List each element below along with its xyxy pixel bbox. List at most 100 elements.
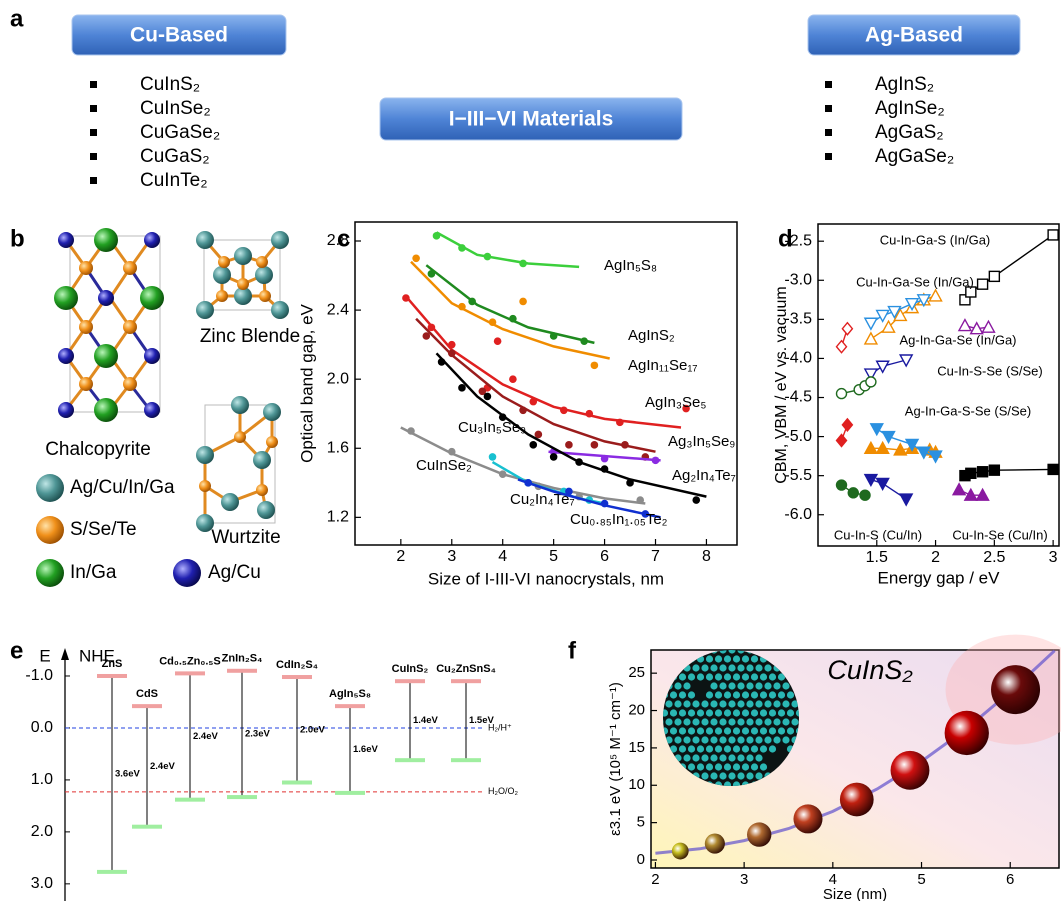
atom: [256, 484, 268, 496]
particle: [791, 718, 799, 726]
x-tick-label: 6: [600, 548, 609, 565]
gap-label: 3.6eV: [115, 768, 140, 779]
particle: [696, 709, 705, 717]
data-point: [498, 413, 507, 421]
data-point: [524, 479, 532, 487]
data-point: [493, 337, 502, 345]
series-label: Ag-In-Ga-S-Se (S/Se): [905, 403, 1031, 418]
y-tick-label: -6.0: [784, 506, 812, 523]
particle: [773, 736, 781, 744]
data-point: [951, 482, 967, 496]
particle: [714, 763, 723, 771]
particle: [782, 736, 790, 744]
cb-level: [451, 679, 481, 684]
category-title: Ag-Based: [865, 24, 963, 47]
gap-label: 2.0eV: [300, 724, 325, 735]
particle: [764, 664, 772, 672]
particle: [710, 736, 718, 744]
data-point: [965, 286, 977, 298]
particle: [683, 700, 691, 708]
particle: [791, 700, 799, 708]
panel-label: c: [337, 225, 350, 252]
data-point: [976, 278, 989, 290]
y-tick-label: 20: [628, 702, 645, 719]
data-point: [412, 254, 420, 263]
particle: [705, 655, 714, 663]
atom: [79, 320, 93, 334]
material-lists: CuInS₂ CuInSe₂ CuGaSe₂ CuGaS₂ CuInTe₂ AgInS₂ A…: [90, 74, 954, 191]
material-item: AgGaS₂: [875, 122, 944, 143]
data-point: [447, 447, 456, 456]
data-point: [509, 375, 517, 383]
x-axis-title: Energy gap / eV: [878, 568, 1001, 587]
data-point: [898, 493, 914, 507]
data-point: [407, 427, 415, 435]
particle: [674, 682, 682, 690]
particle: [674, 736, 682, 744]
particle: [737, 700, 745, 708]
panel-label: d: [778, 225, 793, 252]
data-point: [863, 440, 879, 455]
particle: [728, 736, 736, 744]
data-point: [600, 465, 609, 473]
data-point: [458, 244, 466, 252]
atom: [271, 301, 289, 319]
particle: [728, 718, 736, 726]
data-point: [402, 294, 410, 302]
particle: [741, 655, 750, 663]
particle: [777, 673, 786, 681]
particle: [705, 763, 714, 771]
particle: [710, 700, 718, 708]
x-tick-label: 4: [498, 548, 507, 565]
atom: [196, 301, 214, 319]
panel-a: a Cu-Based Ag-Based I−III−VI Materials C…: [10, 5, 1021, 191]
particle: [777, 691, 786, 699]
particle: [759, 763, 768, 771]
y-tick-label: -5.5: [784, 467, 812, 484]
data-point: [682, 404, 690, 413]
fit-curve: [435, 352, 707, 498]
atom: [140, 286, 164, 310]
particle: [795, 709, 799, 717]
data-point: [600, 454, 609, 463]
particle: [692, 664, 700, 672]
series-label: Ag₃In₅Se₉: [668, 433, 735, 450]
particle: [705, 745, 714, 753]
y-tick-label: 5: [637, 814, 645, 831]
cb-level: [97, 673, 127, 678]
x-tick-label: 3: [1049, 549, 1058, 566]
data-point: [890, 750, 930, 790]
x-tick-label: 4: [829, 871, 837, 888]
series-label: Cu₃In₅Se₉: [458, 419, 526, 436]
particle: [782, 718, 790, 726]
data-point: [534, 430, 543, 439]
particle: [728, 664, 736, 672]
data-point: [839, 782, 874, 817]
particle: [732, 745, 741, 753]
particle: [701, 736, 709, 744]
particle: [759, 745, 768, 753]
panel-d: d 1.5 2 2.5 3 -2.5 -3.0 -3.5 -4.0 -4.5 -5.0 -5.5 -6.…: [773, 223, 1060, 587]
particle: [737, 754, 745, 762]
atom: [255, 266, 273, 284]
y-tick-label: 2.0: [31, 823, 53, 840]
particle: [768, 691, 777, 699]
particle: [714, 709, 723, 717]
particle: [741, 691, 750, 699]
particle: [669, 745, 678, 753]
atom: [94, 398, 118, 422]
particle: [759, 673, 768, 681]
particle: [737, 718, 745, 726]
series-label: Cu-In-S-Se (S/Se): [937, 363, 1042, 378]
vb-level: [451, 758, 481, 763]
gap-label: 2.4eV: [150, 761, 175, 772]
particle: [728, 682, 736, 690]
atom: [144, 402, 160, 418]
y-tick-label: -3.0: [784, 271, 812, 288]
data-point: [904, 298, 920, 312]
y-tick-label: 15: [628, 739, 645, 756]
plot-area: [817, 223, 1060, 547]
particle: [719, 682, 727, 690]
particle: [732, 673, 741, 681]
material-name: ZnIn₂S₄: [222, 653, 263, 665]
